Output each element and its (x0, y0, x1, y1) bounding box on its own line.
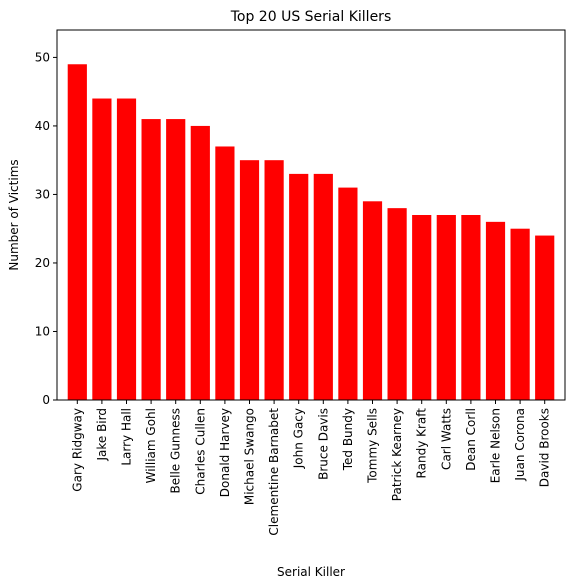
x-tick-label-19: David Brooks (538, 408, 552, 487)
x-tick-label-18: Juan Corona (513, 408, 527, 482)
x-tick-label-14: Randy Kraft (415, 408, 429, 479)
x-tick-label-9: John Gacy (292, 408, 306, 469)
y-axis-ticks: 0 10 20 30 40 50 (35, 50, 57, 407)
x-tick-label-10: Bruce Davis (316, 408, 330, 480)
bar-17 (486, 222, 505, 400)
bar-3 (142, 119, 161, 400)
x-tick-label-6: Donald Harvey (218, 408, 232, 497)
x-tick-label-4: Belle Gunness (169, 408, 183, 493)
bars-group (68, 64, 555, 400)
y-tick-label-2: 20 (35, 256, 50, 270)
x-tick-label-17: Earle Nelson (489, 408, 503, 483)
bar-14 (412, 215, 431, 400)
y-axis-label: Number of Victims (7, 159, 21, 270)
x-axis-ticks: Gary Ridgway Jake Bird Larry Hall William G… (70, 400, 551, 536)
bar-16 (461, 215, 480, 400)
bar-8 (265, 160, 284, 400)
y-tick-label-0: 0 (42, 393, 50, 407)
bar-12 (363, 201, 382, 400)
bar-13 (388, 208, 407, 400)
bar-2 (117, 99, 136, 400)
x-tick-label-13: Patrick Kearney (390, 408, 404, 501)
bar-19 (535, 236, 554, 400)
x-tick-label-8: Clementine Barnabet (267, 408, 281, 536)
bar-5 (191, 126, 210, 400)
bar-11 (338, 188, 357, 400)
bar-10 (314, 174, 333, 400)
bar-4 (166, 119, 185, 400)
bar-9 (289, 174, 308, 400)
x-axis-label: Serial Killer (277, 565, 345, 579)
chart-title: Top 20 US Serial Killers (230, 9, 392, 25)
y-tick-label-1: 10 (35, 324, 50, 338)
x-tick-label-16: Dean Corll (464, 408, 478, 471)
x-tick-label-7: Michael Swango (243, 408, 257, 505)
x-tick-label-15: Carl Watts (439, 408, 453, 470)
bar-1 (92, 99, 111, 400)
bar-18 (511, 229, 530, 400)
y-tick-label-4: 40 (35, 119, 50, 133)
bar-6 (215, 146, 234, 400)
y-tick-label-3: 30 (35, 187, 50, 201)
x-tick-label-0: Gary Ridgway (70, 408, 84, 492)
x-tick-label-12: Tommy Sells (366, 408, 380, 484)
x-tick-label-11: Ted Bundy (341, 408, 355, 471)
bar-15 (437, 215, 456, 400)
bar-7 (240, 160, 259, 400)
x-tick-label-3: William Gohl (144, 408, 158, 483)
bar-0 (68, 64, 87, 400)
y-tick-label-5: 50 (35, 50, 50, 64)
x-tick-label-2: Larry Hall (120, 408, 134, 466)
x-tick-label-1: Jake Bird (95, 408, 109, 462)
x-tick-label-5: Charles Cullen (193, 408, 207, 495)
